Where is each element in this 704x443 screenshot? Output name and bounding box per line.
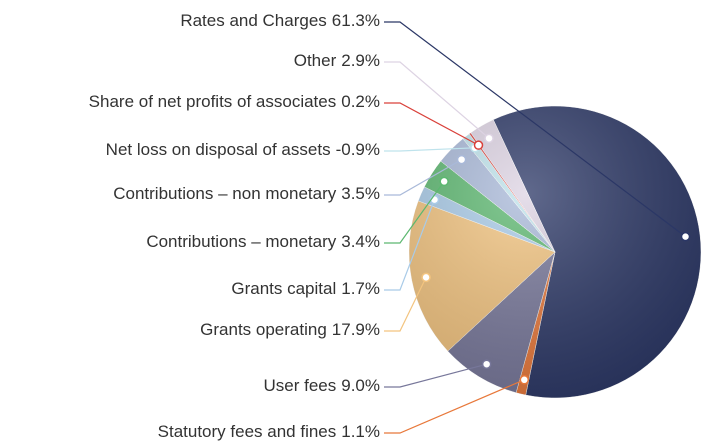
- slice-value: 3.5%: [341, 184, 380, 203]
- slice-label: User fees 9.0%: [264, 376, 381, 395]
- slice-value: 1.7%: [341, 279, 380, 298]
- slice-value: -0.9%: [336, 140, 380, 159]
- slice-label: Contributions – non monetary 3.5%: [113, 184, 380, 203]
- slice-label: Grants capital 1.7%: [231, 279, 380, 298]
- slice-value: 17.9%: [332, 320, 380, 339]
- leader-line: [384, 102, 479, 146]
- leader-line: [384, 21, 686, 238]
- leader-line: [384, 277, 427, 332]
- leader-dot: [439, 176, 449, 187]
- leader-dot: [456, 154, 467, 165]
- slice-label: Other 2.9%: [294, 51, 380, 70]
- slice-name: Contributions – monetary: [146, 232, 336, 251]
- slice-name: Share of net profits of associates: [89, 92, 337, 111]
- leader-line: [384, 199, 436, 291]
- leader-dot: [519, 375, 530, 385]
- slice-value: 0.2%: [341, 92, 380, 111]
- leader-dot: [680, 231, 691, 242]
- leader-dot: [481, 359, 492, 369]
- leader-line: [384, 159, 462, 196]
- slice-name: Net loss on disposal of assets: [106, 140, 331, 159]
- slice-name: User fees: [264, 376, 337, 395]
- leader-dot: [421, 272, 431, 283]
- slice-name: Grants capital: [231, 279, 336, 298]
- slice-value: 9.0%: [341, 376, 380, 395]
- slice-name: Rates and Charges: [180, 11, 326, 30]
- slice-name: Statutory fees and fines: [158, 422, 337, 441]
- slice-label: Rates and Charges 61.3%: [180, 11, 380, 30]
- slice-label: Contributions – monetary 3.4%: [146, 232, 380, 251]
- slice-name: Contributions – non monetary: [113, 184, 337, 203]
- slice-value: 1.1%: [341, 422, 380, 441]
- slice-value: 3.4%: [341, 232, 380, 251]
- leader-line: [384, 181, 445, 244]
- leader-line: [384, 363, 487, 388]
- leader-line: [384, 147, 475, 152]
- slice-value: 61.3%: [332, 11, 380, 30]
- leader-line: [384, 61, 490, 139]
- slice-name: Grants operating: [200, 320, 327, 339]
- slice-label: Net loss on disposal of assets -0.9%: [106, 140, 380, 159]
- leader-dot: [473, 140, 484, 150]
- slice-label: Grants operating 17.9%: [200, 320, 380, 339]
- slice-label: Statutory fees and fines 1.1%: [158, 422, 380, 441]
- leader-dot: [484, 133, 494, 144]
- slice-name: Other: [294, 51, 337, 70]
- leader-line: [384, 379, 525, 434]
- slice-value: 2.9%: [341, 51, 380, 70]
- slice-label: Share of net profits of associates 0.2%: [89, 92, 380, 111]
